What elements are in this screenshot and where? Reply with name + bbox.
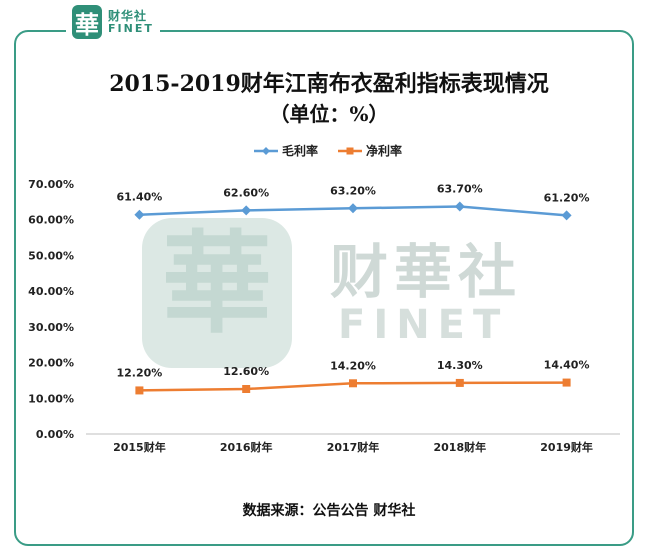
data-label: 14.30% bbox=[437, 359, 483, 372]
data-point-square bbox=[349, 379, 357, 388]
y-tick-label: 30.00% bbox=[28, 321, 74, 334]
logo-text: 财华社 FINET bbox=[108, 10, 154, 34]
chart-subtitle: （单位：%） bbox=[269, 102, 389, 126]
y-tick-label: 40.00% bbox=[28, 285, 74, 298]
chart-title: 2015-2019财年江南布衣盈利指标表现情况 bbox=[109, 71, 549, 97]
watermark-cn: 财華社 bbox=[330, 238, 522, 306]
watermark-en: FINET bbox=[338, 302, 508, 348]
logo-mark: 華 bbox=[72, 5, 102, 39]
x-tick-label: 2017财年 bbox=[327, 440, 380, 454]
chart-frame bbox=[14, 30, 634, 546]
y-tick-label: 60.00% bbox=[28, 214, 74, 227]
data-point-diamond bbox=[241, 205, 252, 216]
legend-label: 净利率 bbox=[366, 143, 402, 158]
watermark-mark-bg bbox=[142, 218, 292, 368]
watermark: 華 财華社 FINET bbox=[142, 218, 522, 368]
finet-logo: 華 财华社 FINET bbox=[66, 2, 160, 42]
series-layer: 61.40% 62.60% 63.20% 63.70% 61.20% 12.20% 12.6… bbox=[116, 183, 590, 395]
data-label: 14.20% bbox=[330, 359, 376, 372]
data-point-square bbox=[242, 385, 251, 393]
data-label: 63.70% bbox=[437, 183, 483, 196]
x-tick-label: 2019财年 bbox=[540, 440, 593, 454]
x-tick-label: 2016财年 bbox=[220, 440, 273, 454]
data-point-square bbox=[455, 378, 464, 387]
data-source: 数据来源：公告公告 财华社 bbox=[242, 503, 416, 519]
data-label: 61.40% bbox=[116, 191, 162, 204]
data-label: 61.20% bbox=[544, 191, 590, 204]
y-tick-label: 20.00% bbox=[28, 357, 74, 370]
axes: 0.00% 10.00% 20.00% 30.00% 40.00% 50.00% 60.00… bbox=[28, 178, 620, 454]
y-tick-label: 0.00% bbox=[36, 428, 74, 441]
watermark-mark: 華 bbox=[162, 219, 272, 348]
logo-en: FINET bbox=[108, 21, 154, 35]
data-label: 12.20% bbox=[116, 366, 162, 379]
y-tick-label: 50.00% bbox=[28, 249, 74, 262]
logo-cn: 财华社 bbox=[108, 8, 148, 23]
x-tick-label: 2015财年 bbox=[113, 440, 166, 454]
data-point-diamond bbox=[561, 210, 572, 221]
data-point-square bbox=[562, 378, 571, 387]
legend-marker-square bbox=[346, 147, 354, 155]
data-label: 63.20% bbox=[330, 184, 376, 197]
data-label: 14.40% bbox=[544, 359, 590, 372]
legend-marker-diamond bbox=[262, 147, 270, 155]
data-point-diamond bbox=[454, 201, 465, 212]
data-point-diamond bbox=[348, 203, 358, 214]
data-label: 62.60% bbox=[223, 186, 269, 199]
y-tick-label: 70.00% bbox=[28, 178, 74, 191]
data-label: 12.60% bbox=[223, 365, 269, 378]
legend: 毛利率 净利率 bbox=[254, 143, 402, 158]
legend-label: 毛利率 bbox=[282, 143, 318, 158]
data-point-square bbox=[135, 386, 144, 395]
x-tick-label: 2018财年 bbox=[433, 440, 486, 454]
data-point-diamond bbox=[134, 209, 145, 220]
y-tick-label: 10.00% bbox=[28, 392, 74, 405]
